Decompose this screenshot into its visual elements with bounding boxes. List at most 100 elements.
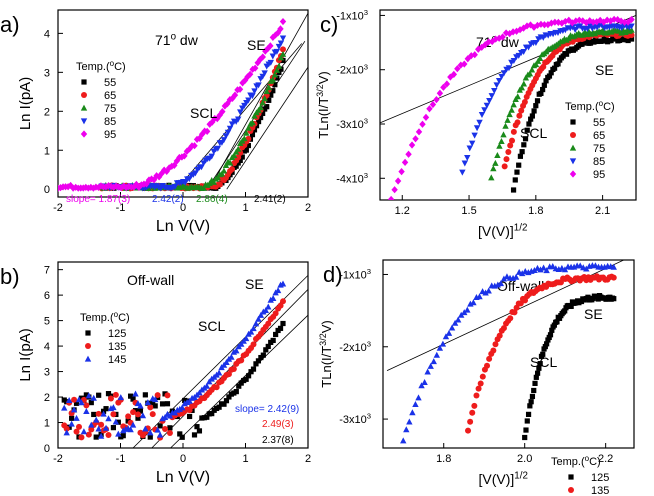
marker (549, 263, 556, 270)
legend-label: 65 (593, 130, 605, 142)
y-tick-label: 1 (44, 418, 50, 430)
marker (191, 432, 198, 438)
marker (473, 125, 481, 132)
marker (265, 303, 272, 310)
annotation-se: SE (584, 306, 603, 322)
slope-label: 2.86(4) (196, 194, 228, 205)
marker (80, 118, 88, 125)
marker (466, 145, 473, 152)
marker (265, 320, 272, 327)
marker (398, 168, 405, 176)
legend-label: 55 (104, 77, 116, 89)
marker (269, 295, 277, 302)
marker (91, 411, 97, 418)
marker (80, 104, 88, 111)
marker (523, 427, 529, 433)
marker (260, 352, 266, 358)
x-tick-label: 2 (305, 202, 311, 214)
slope-label: 2.42(2) (152, 194, 184, 205)
marker (570, 119, 576, 125)
marker (81, 79, 87, 85)
marker (85, 330, 91, 336)
marker (518, 107, 525, 114)
data-series (387, 15, 635, 200)
marker (83, 408, 90, 415)
marker (565, 16, 573, 24)
marker (419, 120, 426, 128)
marker (179, 434, 185, 440)
marker (583, 265, 590, 272)
y-tick-label: 0 (44, 443, 50, 455)
marker (80, 130, 88, 138)
legend-label: 125 (108, 328, 126, 340)
x-tick-label: 1.8 (528, 205, 543, 217)
marker (274, 287, 282, 294)
marker (78, 434, 85, 441)
annotation-scl: SCL (520, 125, 547, 141)
marker (83, 402, 90, 409)
marker (266, 97, 272, 103)
marker (519, 270, 526, 277)
marker (530, 23, 538, 31)
x-tick-label: 1.5 (461, 205, 476, 217)
panel-label: a) (0, 12, 20, 37)
marker (536, 365, 542, 371)
marker (213, 384, 220, 391)
marker (603, 16, 611, 24)
y-tick-label: 0 (44, 184, 50, 196)
marker (280, 320, 286, 327)
marker (85, 431, 92, 438)
marker (628, 15, 635, 24)
marker (147, 404, 154, 411)
series-95 (58, 17, 287, 192)
marker (93, 434, 99, 440)
marker (485, 38, 492, 46)
x-tick-label: 1.8 (436, 453, 451, 465)
marker (277, 25, 284, 33)
marker (152, 403, 158, 409)
marker (586, 17, 593, 25)
marker (226, 125, 234, 132)
marker (540, 86, 546, 93)
data-series (58, 17, 287, 192)
marker (204, 414, 210, 420)
marker (409, 409, 416, 416)
marker (262, 306, 269, 313)
marker (274, 75, 280, 81)
legend-label: 145 (108, 354, 126, 366)
marker (516, 162, 522, 168)
marker (524, 418, 530, 424)
marker (164, 401, 171, 407)
marker (448, 324, 456, 331)
axes-frame (382, 259, 635, 449)
marker (179, 404, 186, 411)
marker (156, 431, 164, 438)
marker (229, 166, 236, 173)
marker (273, 331, 279, 338)
marker (249, 132, 256, 138)
legend-label: 55 (593, 117, 605, 129)
y-tick-label: 7 (44, 265, 50, 277)
marker (260, 110, 266, 116)
marker (492, 159, 499, 166)
marker (149, 411, 156, 418)
marker (400, 437, 407, 444)
marker (617, 17, 625, 25)
marker (519, 149, 525, 155)
marker (511, 309, 518, 316)
marker (270, 337, 276, 344)
marker (269, 76, 277, 83)
marker (512, 177, 518, 183)
marker (267, 42, 274, 50)
marker (88, 400, 94, 406)
marker (568, 303, 574, 309)
marker (403, 426, 410, 433)
marker (590, 18, 597, 26)
marker (230, 366, 237, 373)
marker (127, 426, 134, 433)
slope-label: 2.41(2) (254, 194, 286, 205)
marker (151, 396, 159, 403)
